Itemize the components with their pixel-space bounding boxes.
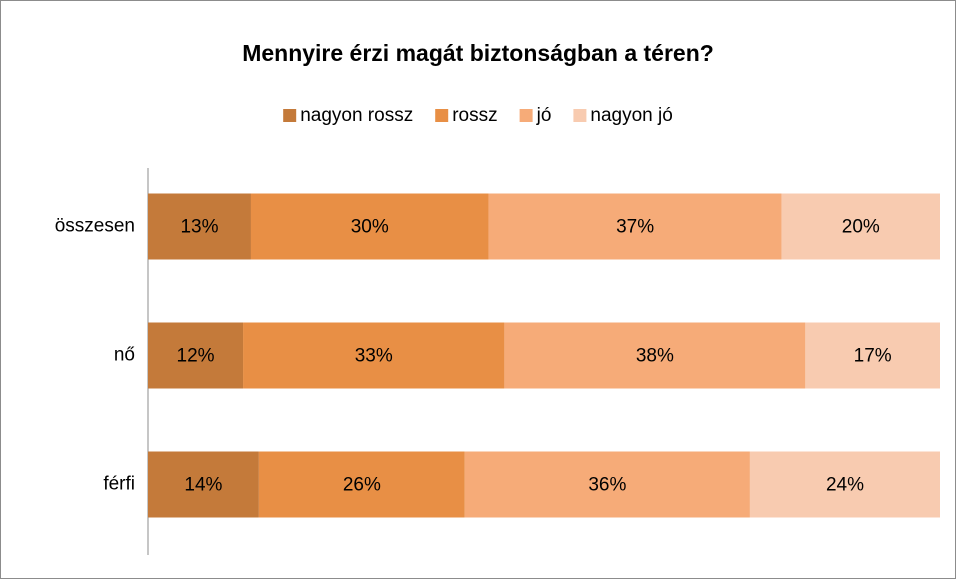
data-label: 38% [636,346,674,367]
data-label: 17% [854,346,892,367]
bar-segment [148,322,244,389]
bar-segment [749,451,940,518]
y-tick-label: nő [114,345,135,366]
data-label: 24% [826,475,864,496]
data-label: 36% [588,475,626,496]
data-label: 30% [351,217,389,238]
data-label: 12% [177,346,215,367]
data-label: 14% [184,475,222,496]
data-label: 26% [343,475,381,496]
legend-swatch [573,109,587,122]
data-label: 20% [842,217,880,238]
bar-segment [781,193,940,260]
bar-segment [504,322,806,389]
legend-label: rossz [452,105,497,126]
legend-swatch [283,109,297,122]
bar-segment [250,193,489,260]
bar-segment [148,193,251,260]
bar-segment [243,322,505,389]
legend-label: jó [536,105,552,126]
data-label: 37% [616,217,654,238]
legend-label: nagyon rossz [300,105,413,126]
bar-segment [258,451,465,518]
legend-swatch [435,109,449,122]
data-label: 33% [355,346,393,367]
data-label: 13% [180,217,218,238]
bar-segment [148,451,259,518]
legend-swatch [519,109,533,122]
legend-label: nagyon jó [590,105,672,126]
y-tick-label: férfi [103,474,135,495]
chart-title: Mennyire érzi magát biztonságban a téren… [242,40,714,66]
bar-segment [805,322,940,389]
bar-segment [488,193,782,260]
bar-segment [464,451,750,518]
y-tick-label: összesen [55,216,135,237]
